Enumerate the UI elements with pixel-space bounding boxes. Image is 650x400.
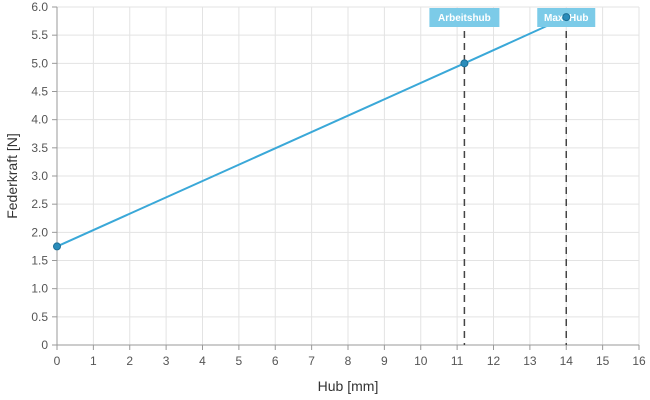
marker-label-box (429, 8, 500, 27)
y-tick-label: 4.5 (31, 85, 48, 99)
x-tick-label: 5 (236, 354, 243, 368)
x-tick-label: 6 (272, 354, 279, 368)
x-tick-label: 9 (381, 354, 388, 368)
x-tick-label: 1 (90, 354, 97, 368)
grid (56, 6, 640, 346)
x-tick-label: 2 (126, 354, 133, 368)
x-tick-label: 3 (163, 354, 170, 368)
y-tick-label: 1.5 (31, 254, 48, 268)
x-tick-label: 10 (414, 354, 428, 368)
data-point (53, 242, 61, 251)
x-tick-label: 11 (451, 354, 464, 368)
x-tick-label: 12 (487, 354, 501, 368)
x-tick-label: 13 (523, 354, 537, 368)
y-tick-label: 0.5 (31, 310, 48, 324)
y-tick-label: 0 (41, 338, 48, 352)
x-axis-ticks: 0 1 2 3 4 5 6 7 8 9 10 11 12 13 14 15 16 (54, 345, 646, 368)
marker-lines (463, 19, 567, 345)
data-point (460, 59, 469, 68)
x-tick-label: 8 (345, 354, 352, 368)
marker-labels: Arbeitshub Max. Hub (53, 8, 596, 251)
x-tick-label: 4 (199, 354, 206, 368)
y-tick-label: 1.0 (31, 282, 48, 296)
x-tick-label: 7 (308, 354, 315, 368)
y-tick-label: 3.5 (31, 141, 48, 155)
marker-label: Arbeitshub (438, 13, 491, 24)
data-point (562, 13, 571, 22)
y-axis-title: Federkraft [N] (4, 133, 20, 219)
x-axis-title: Hub [mm] (318, 378, 379, 394)
y-tick-label: 5.0 (31, 56, 48, 70)
y-tick-label: 5.5 (31, 28, 48, 42)
y-tick-label: 2.0 (31, 225, 48, 239)
y-axis-ticks: 0 0.5 1.0 1.5 2.0 2.5 3.0 3.5 4.0 4.5 5.0 5.5 6.0 (31, 0, 57, 352)
y-tick-label: 4.0 (31, 113, 48, 127)
x-tick-label: 16 (632, 354, 646, 368)
y-tick-label: 6.0 (31, 0, 48, 14)
y-tick-label: 3.0 (31, 169, 48, 183)
y-tick-label: 2.5 (31, 197, 48, 211)
x-tick-label: 15 (596, 354, 610, 368)
x-tick-label: 0 (54, 354, 61, 368)
x-tick-label: 14 (560, 354, 574, 368)
